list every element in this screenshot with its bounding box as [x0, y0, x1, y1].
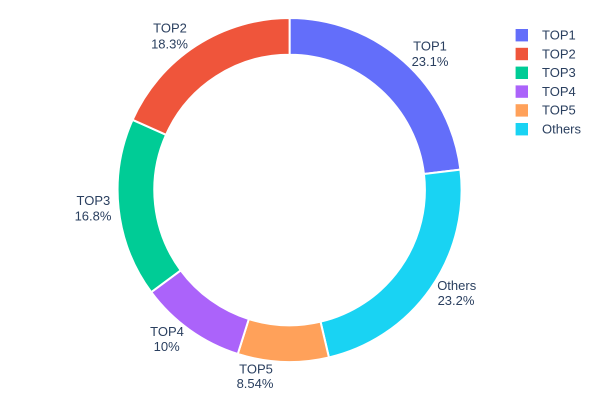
svg-text:TOP2: TOP2: [153, 21, 187, 36]
svg-text:10%: 10%: [154, 339, 180, 354]
svg-text:TOP4: TOP4: [150, 324, 184, 339]
svg-text:TOP1: TOP1: [542, 28, 576, 43]
svg-text:TOP3: TOP3: [542, 65, 576, 80]
svg-text:Others: Others: [437, 278, 477, 293]
svg-text:TOP1: TOP1: [413, 39, 447, 54]
svg-text:TOP4: TOP4: [542, 84, 576, 99]
svg-text:TOP3: TOP3: [77, 193, 111, 208]
svg-text:23.1%: 23.1%: [412, 54, 449, 69]
svg-text:TOP5: TOP5: [239, 362, 273, 377]
svg-text:TOP2: TOP2: [542, 46, 576, 61]
svg-text:TOP5: TOP5: [542, 103, 576, 118]
svg-text:18.3%: 18.3%: [151, 37, 188, 52]
svg-text:Others: Others: [542, 122, 582, 137]
svg-text:23.2%: 23.2%: [438, 293, 475, 308]
svg-text:8.54%: 8.54%: [237, 376, 274, 391]
svg-text:16.8%: 16.8%: [75, 208, 112, 223]
